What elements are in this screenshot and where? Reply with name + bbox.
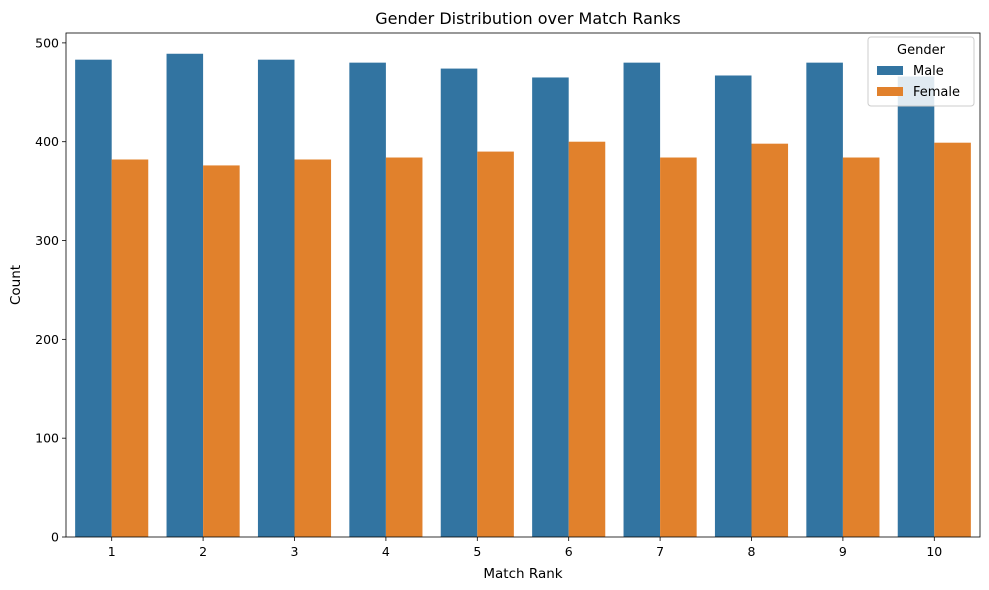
y-tick-label: 100 — [35, 431, 59, 446]
legend-label-male: Male — [913, 64, 944, 79]
y-axis-label: Count — [8, 265, 24, 305]
bar-male-10 — [897, 76, 935, 537]
bar-male-9 — [806, 62, 843, 537]
x-tick-label: 7 — [656, 544, 664, 559]
legend-title: Gender — [897, 43, 946, 58]
x-tick-label: 2 — [199, 544, 207, 559]
legend: Gender Male Female — [867, 36, 975, 107]
bar-female-9 — [842, 157, 880, 538]
bar-male-1 — [75, 59, 112, 538]
y-tick-label: 0 — [51, 530, 59, 545]
x-tick-label: 1 — [108, 544, 116, 559]
bar-female-2 — [203, 165, 240, 537]
bar-female-4 — [385, 157, 423, 538]
legend-swatch-male — [877, 66, 903, 75]
y-tick-label: 500 — [35, 35, 59, 50]
x-tick-group: 1 2 3 4 5 6 7 8 9 10 — [108, 537, 942, 559]
bar-female-7 — [660, 157, 697, 538]
bar-group — [75, 53, 971, 538]
y-tick-group: 0 100 200 300 400 500 — [35, 35, 66, 545]
bar-male-6 — [532, 77, 569, 538]
y-tick-label: 200 — [35, 332, 59, 347]
bar-male-2 — [166, 53, 204, 538]
bar-male-3 — [257, 59, 295, 538]
x-tick-label: 9 — [839, 544, 847, 559]
bar-male-8 — [714, 75, 752, 538]
bar-female-5 — [477, 151, 514, 537]
bar-female-8 — [751, 143, 789, 537]
x-tick-label: 5 — [473, 544, 481, 559]
bar-female-1 — [111, 159, 149, 537]
x-tick-label: 3 — [291, 544, 299, 559]
y-tick-label: 400 — [35, 134, 59, 149]
x-axis-label: Match Rank — [483, 566, 562, 582]
bar-male-7 — [623, 62, 661, 537]
bar-female-6 — [568, 141, 606, 538]
bar-female-3 — [294, 159, 332, 537]
x-tick-label: 4 — [382, 544, 390, 559]
chart-title: Gender Distribution over Match Ranks — [375, 9, 680, 28]
bar-male-5 — [440, 68, 478, 537]
bar-female-10 — [934, 142, 971, 537]
x-tick-label: 10 — [926, 544, 942, 559]
x-tick-label: 6 — [565, 544, 573, 559]
legend-label-female: Female — [913, 85, 960, 100]
y-tick-label: 300 — [35, 233, 59, 248]
x-tick-label: 8 — [748, 544, 756, 559]
bar-male-4 — [349, 62, 386, 537]
legend-swatch-female — [877, 87, 903, 96]
plot-frame — [65, 32, 981, 538]
